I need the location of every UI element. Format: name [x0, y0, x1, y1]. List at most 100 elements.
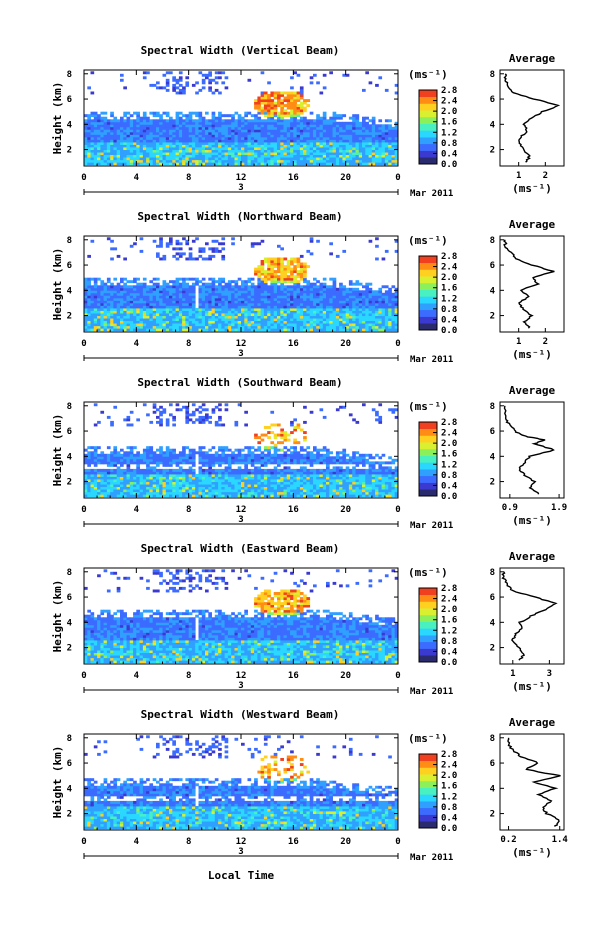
- heatmap-cell: [234, 313, 239, 317]
- heatmap-cell: [169, 119, 173, 123]
- heatmap-cell: [126, 149, 131, 153]
- heatmap-cell: [198, 491, 203, 495]
- heatmap-cell: [136, 119, 140, 123]
- heatmap-cell: [316, 323, 320, 327]
- heatmap-cell: [322, 313, 327, 317]
- colorbar-swatch: [419, 309, 437, 317]
- heatmap-cell: [159, 458, 163, 462]
- heatmap-cell: [244, 287, 248, 291]
- heatmap-cell: [129, 315, 134, 319]
- heatmap-cell: [129, 129, 134, 133]
- heatmap-cell: [110, 131, 114, 135]
- heatmap-cell: [231, 320, 235, 324]
- heatmap-cell: [129, 328, 134, 332]
- heatmap-cell: [152, 114, 157, 118]
- heatmap-cell: [93, 458, 98, 462]
- heatmap-cell: [106, 157, 111, 161]
- heatmap-cell: [391, 295, 396, 299]
- heatmap-cell: [162, 159, 167, 163]
- heatmap-cell: [332, 136, 337, 140]
- heatmap-cell: [322, 315, 327, 319]
- heatmap-cell: [152, 154, 157, 158]
- heatmap-cell: [123, 313, 127, 317]
- heatmap-cell: [277, 126, 281, 130]
- heatmap-cell: [136, 453, 140, 457]
- heatmap-cell: [375, 124, 379, 128]
- heatmap-cell: [234, 136, 239, 140]
- heatmap-cell: [362, 328, 366, 332]
- avg-x-tick-label: 2: [543, 171, 548, 181]
- heatmap-cell: [227, 142, 232, 145]
- heatmap-cell: [267, 131, 271, 135]
- heatmap-cell: [378, 126, 383, 130]
- heatmap-cell: [123, 136, 127, 140]
- heatmap-cell: [388, 323, 392, 327]
- heatmap-cell: [120, 142, 124, 145]
- heatmap-cell: [381, 325, 386, 329]
- colorbar-tick-label: 2.4: [441, 97, 458, 107]
- heatmap-cell: [221, 318, 226, 322]
- heatmap-cell: [149, 484, 154, 488]
- heatmap-cell: [152, 328, 157, 332]
- heatmap-cell: [394, 295, 399, 299]
- heatmap-cell: [280, 302, 284, 306]
- heatmap-cell: [348, 287, 353, 291]
- heatmap-cell: [316, 292, 320, 296]
- heatmap-cell: [103, 320, 108, 324]
- heatmap-cell: [244, 282, 248, 286]
- heatmap-cell: [260, 313, 265, 317]
- heatmap-cell: [299, 134, 304, 138]
- heatmap-cell: [263, 323, 268, 327]
- heatmap-cell: [290, 116, 294, 120]
- heatmap-cell: [260, 162, 265, 166]
- heatmap-cell: [345, 325, 350, 329]
- heatmap-cell: [263, 134, 268, 138]
- heatmap-cell: [381, 313, 386, 317]
- heatmap-cell: [326, 320, 330, 324]
- heatmap-cell: [260, 292, 265, 296]
- heatmap-cell: [93, 310, 98, 314]
- heatmap-cell: [103, 310, 108, 314]
- heatmap-cell: [332, 302, 337, 306]
- heatmap-cell: [198, 305, 203, 309]
- heatmap-cell: [342, 144, 347, 148]
- heatmap-cell: [205, 323, 209, 327]
- heatmap-cell: [293, 139, 297, 143]
- heatmap-cell: [280, 275, 284, 279]
- heatmap-cell: [254, 121, 258, 125]
- heatmap-cell: [126, 159, 131, 163]
- heatmap-cell: [191, 144, 196, 148]
- heatmap-cell: [335, 325, 340, 329]
- heatmap-cell: [198, 458, 203, 462]
- heatmap-cell: [139, 287, 144, 291]
- heatmap-cell: [371, 302, 376, 306]
- heatmap-cell: [221, 152, 226, 156]
- heatmap-cell: [113, 451, 118, 455]
- heatmap-cell: [146, 491, 150, 495]
- heatmap-cell: [352, 320, 356, 324]
- heatmap-cell: [303, 154, 307, 158]
- heatmap-cell: [162, 142, 167, 145]
- heatmap-cell: [205, 318, 209, 322]
- heatmap-cell: [280, 111, 284, 115]
- heatmap-cell: [136, 154, 140, 158]
- heatmap-cell: [185, 486, 190, 490]
- heatmap-cell: [224, 124, 229, 128]
- heatmap-cell: [342, 318, 347, 322]
- heatmap-cell: [326, 305, 330, 309]
- heatmap-cell: [139, 295, 144, 299]
- heatmap-cell: [214, 302, 219, 306]
- heatmap-cell: [303, 297, 307, 301]
- heatmap-cell: [133, 308, 137, 311]
- heatmap-cell: [270, 290, 275, 294]
- heatmap-cell: [159, 446, 163, 450]
- heatmap-cell: [244, 147, 248, 151]
- heatmap-cell: [384, 144, 389, 148]
- heatmap-cell: [218, 116, 222, 120]
- heatmap-cell: [218, 242, 222, 246]
- heatmap-cell: [335, 318, 340, 322]
- heatmap-cell: [159, 489, 163, 493]
- heatmap-cell: [371, 315, 376, 319]
- heatmap-cell: [211, 152, 216, 156]
- heatmap-cell: [182, 142, 186, 145]
